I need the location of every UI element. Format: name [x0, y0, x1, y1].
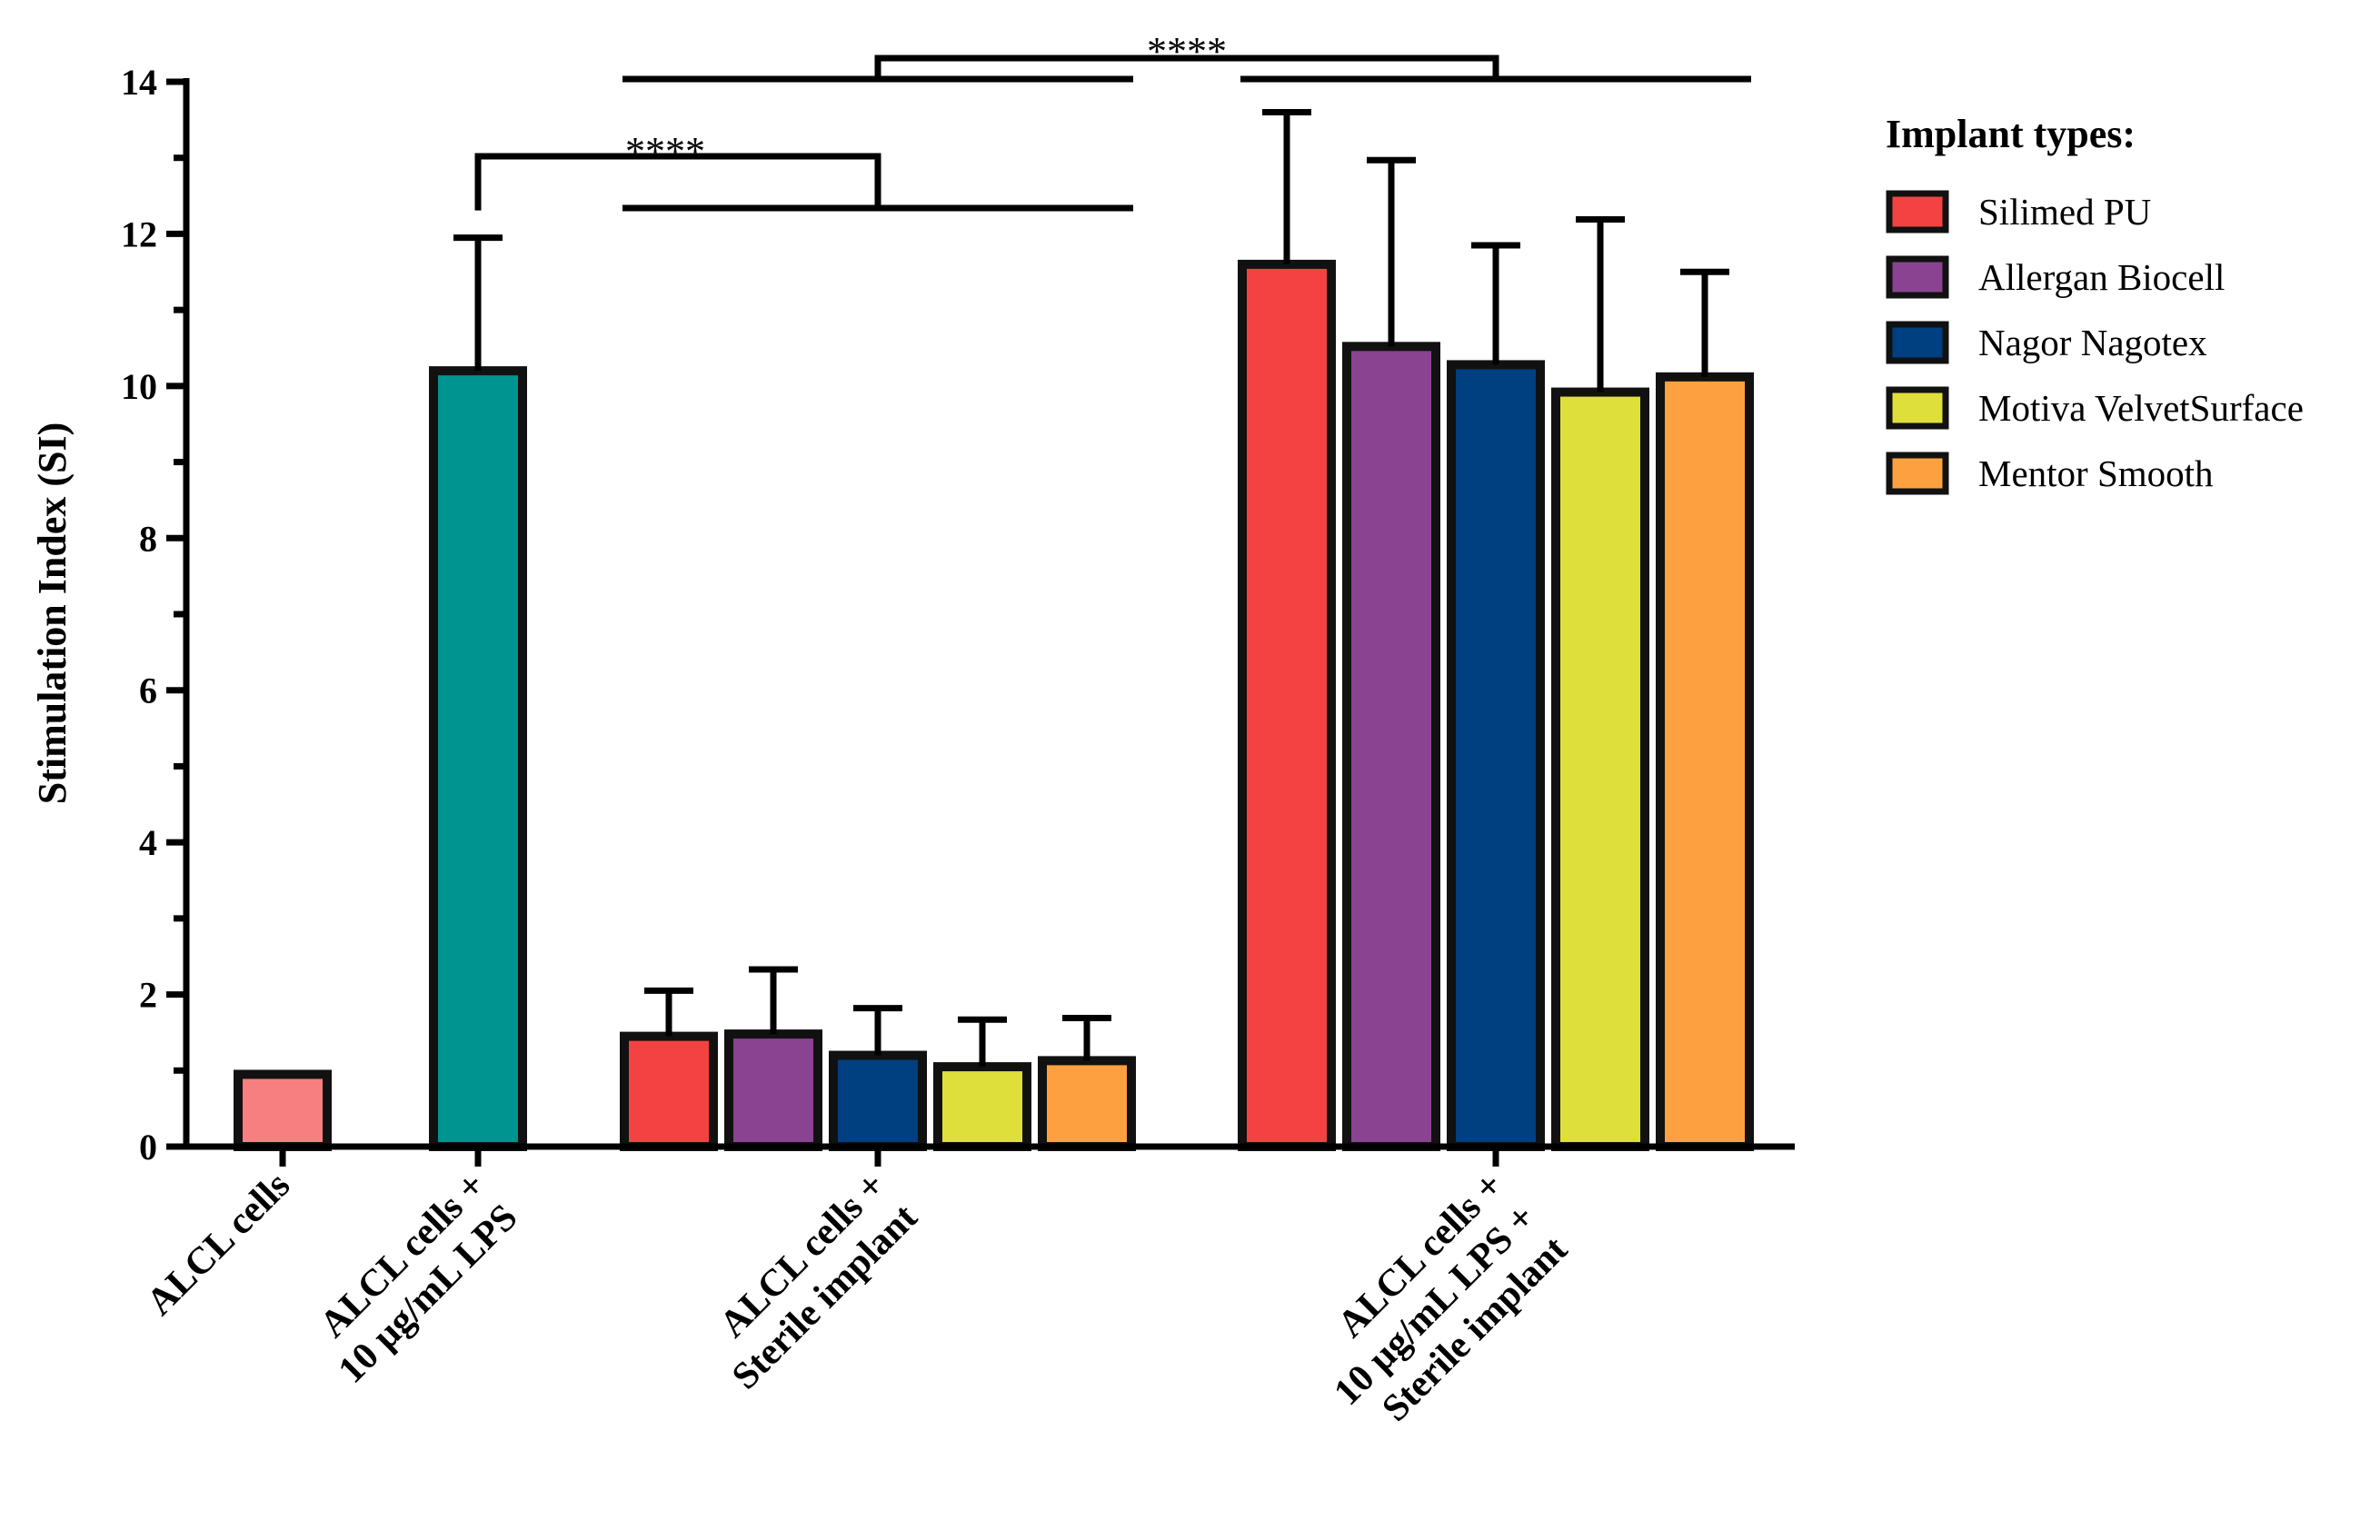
- y-tick-label: 0: [139, 1127, 157, 1167]
- category-label: ALCL cells +Sterile implant: [692, 1165, 926, 1398]
- y-tick-label: 2: [139, 975, 157, 1016]
- legend-swatch: [1886, 386, 1949, 430]
- legend-swatch: [1886, 452, 1949, 495]
- legend-swatch: [1886, 255, 1949, 299]
- significance-brackets: **** ****: [474, 29, 1751, 212]
- y-tick-label: 14: [121, 62, 157, 103]
- bar-3-3: [1551, 387, 1649, 1152]
- category-label-line: ALCL cells: [139, 1165, 298, 1324]
- y-axis-title: Stimulation Index (SI): [30, 422, 75, 805]
- bar-2-2: [829, 1050, 927, 1151]
- bar-3-1: [1342, 342, 1440, 1151]
- legend-label: Allergan Biocell: [1978, 256, 2225, 298]
- legend-swatch: [1886, 321, 1949, 364]
- plot-area: [234, 108, 1754, 1152]
- category-label: ALCL cells: [139, 1165, 298, 1324]
- bar-1-0: [429, 366, 527, 1152]
- legend-label: Motiva VelvetSurface: [1978, 387, 2304, 429]
- bar-0-0: [234, 1069, 332, 1152]
- significance-label: ****: [1147, 29, 1227, 74]
- y-tick-label: 12: [121, 214, 157, 254]
- category-label: ALCL cells +10 µg/mL LPS: [298, 1165, 525, 1392]
- significance-bracket: [474, 153, 881, 211]
- bar-2-4: [1038, 1056, 1136, 1151]
- legend-swatch: [1886, 190, 1949, 233]
- y-axis: 0 2 4 6 8 10 12 14: [121, 62, 1795, 1167]
- legend-label: Mentor Smooth: [1978, 452, 2214, 494]
- bar-3-4: [1656, 372, 1754, 1152]
- y-tick-label: 8: [139, 518, 157, 559]
- legend-title: Implant types:: [1886, 112, 2136, 156]
- bar-3-0: [1238, 259, 1336, 1151]
- y-tick-label: 10: [121, 366, 157, 407]
- x-axis-labels: ALCL cells ALCL cells +10 µg/mL LPS ALCL c…: [139, 1165, 1576, 1446]
- legend: Implant types: Silimed PU Allergan Biocell…: [1886, 112, 2304, 495]
- y-tick-label: 4: [139, 822, 157, 863]
- bar-2-0: [620, 1031, 718, 1151]
- legend-label: Nagor Nagotex: [1978, 322, 2207, 363]
- category-label: ALCL cells +10 µg/mL LPS +Sterile implan…: [1294, 1165, 1576, 1446]
- y-tick-label: 6: [139, 671, 157, 711]
- significance-bracket: [874, 55, 1499, 79]
- bar-2-3: [933, 1062, 1031, 1151]
- legend-label: Silimed PU: [1978, 191, 2151, 233]
- bar-3-2: [1447, 360, 1545, 1152]
- bar-2-1: [724, 1029, 822, 1152]
- significance-label: ****: [625, 129, 705, 174]
